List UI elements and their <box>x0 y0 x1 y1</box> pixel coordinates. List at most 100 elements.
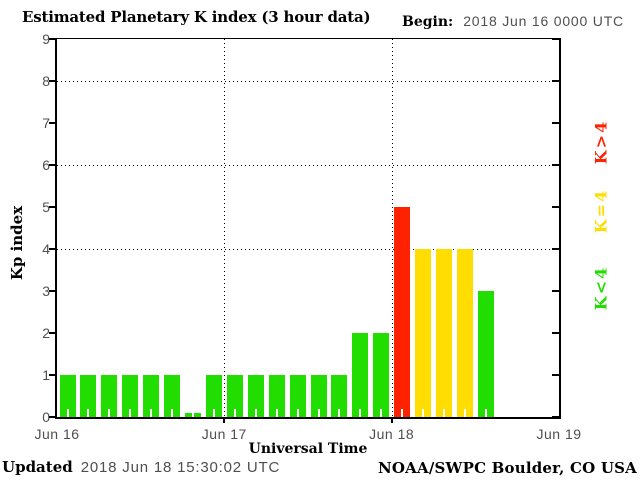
y-tick-left <box>49 248 56 250</box>
kp-bar-bin18-value-4 <box>436 249 452 417</box>
y-axis-title: Kp index <box>8 205 26 281</box>
dayline-jun18 <box>391 39 393 417</box>
kp-bar-bin13-value-1 <box>331 375 348 417</box>
bin-tick-notch <box>338 409 341 417</box>
kp-bar-bin16-value-5 <box>394 207 411 417</box>
kp-bar-bin8-value-1 <box>226 375 243 417</box>
y-tick-label-1: 1 <box>42 367 50 383</box>
y-tick-label-3: 3 <box>42 283 50 299</box>
kp-bar-bin5-value-1 <box>164 375 181 417</box>
y-tick-left <box>49 206 56 208</box>
kp-bar-bin1-value-1 <box>80 375 97 417</box>
x-day-tick <box>390 419 393 423</box>
kp-bar-bin20-value-3 <box>477 291 494 417</box>
kp-bar-bin14-value-2 <box>352 333 369 417</box>
kp-bar-bin6-value-0 <box>185 413 201 417</box>
bin-tick-notch <box>129 409 132 417</box>
x-tick-jun17: Jun 17 <box>201 426 247 442</box>
y-tick-left <box>49 290 56 292</box>
gridline-kp-8 <box>57 81 559 82</box>
y-tick-left <box>49 80 56 82</box>
x-axis-title: Universal Time <box>248 441 368 457</box>
y-tick-right <box>552 122 559 124</box>
kp-bar-bin19-value-4 <box>456 249 473 417</box>
y-axis-left <box>55 38 57 419</box>
y-tick-right <box>552 416 559 418</box>
y-tick-right <box>552 290 559 292</box>
y-tick-label-8: 8 <box>42 73 50 89</box>
kp-bar-bin4-value-1 <box>143 375 160 417</box>
bin-tick-notch <box>108 409 111 417</box>
y-tick-label-2: 2 <box>42 325 50 341</box>
bin-tick-notch <box>87 409 90 417</box>
y-tick-label-9: 9 <box>42 31 50 47</box>
y-tick-left <box>49 416 56 418</box>
begin-label: Begin: <box>402 14 454 30</box>
legend-k-gt-4: K>4 <box>591 119 611 165</box>
bin-tick-notch <box>254 409 257 417</box>
chart-title: Estimated Planetary K index (3 hour data… <box>22 8 371 26</box>
y-axis-right <box>559 38 561 419</box>
kp-bar-bin12-value-1 <box>310 375 327 417</box>
begin-datetime: 2018 Jun 16 0000 UTC <box>463 13 624 29</box>
y-tick-right <box>552 38 559 40</box>
bin-tick-notch <box>380 409 383 417</box>
y-tick-right <box>552 80 559 82</box>
gridline-kp-6 <box>57 165 559 166</box>
bin-tick-notch <box>359 409 362 417</box>
bin-tick-notch <box>484 409 487 417</box>
y-tick-label-4: 4 <box>42 241 50 257</box>
y-tick-label-0: 0 <box>42 409 50 425</box>
bin-tick-notch <box>192 413 194 417</box>
updated-datetime: 2018 Jun 18 15:30:02 UTC <box>80 459 281 476</box>
x-tick-jun18: Jun 18 <box>369 426 415 442</box>
x-axis <box>55 417 561 419</box>
credit-text: NOAA/SWPC Boulder, CO USA <box>377 459 637 477</box>
bin-tick-notch <box>463 409 466 417</box>
kp-bar-bin7-value-1 <box>205 375 222 417</box>
y-tick-left <box>49 374 56 376</box>
y-tick-label-5: 5 <box>42 199 50 215</box>
dayline-jun17 <box>224 39 226 417</box>
legend-k-lt-4: K<4 <box>591 265 611 311</box>
x-day-tick <box>223 419 226 423</box>
kp-bar-bin9-value-1 <box>247 375 264 417</box>
y-tick-label-7: 7 <box>42 115 50 131</box>
kp-bar-bin2-value-1 <box>101 375 118 417</box>
y-tick-right <box>552 206 559 208</box>
y-tick-left <box>49 122 56 124</box>
y-tick-right <box>552 248 559 250</box>
y-tick-left <box>49 332 56 334</box>
bin-tick-notch <box>443 409 445 417</box>
y-tick-left <box>49 38 56 40</box>
y-tick-right <box>552 332 559 334</box>
bin-tick-notch <box>171 409 174 417</box>
bin-tick-notch <box>275 409 278 417</box>
updated-row: Updated 2018 Jun 18 15:30:02 UTC <box>2 458 280 476</box>
y-tick-right <box>552 164 559 166</box>
bin-tick-notch <box>296 409 299 417</box>
bin-tick-notch <box>401 409 404 417</box>
kp-bar-bin15-value-2 <box>373 333 390 417</box>
kp-bar-bin10-value-1 <box>268 375 285 417</box>
gridline-kp-4 <box>57 249 559 250</box>
x-tick-jun19: Jun 19 <box>536 426 582 442</box>
begin-row: Begin: 2018 Jun 16 0000 UTC <box>402 13 624 30</box>
bin-tick-notch <box>317 409 320 417</box>
y-tick-left <box>49 164 56 166</box>
bin-tick-notch <box>422 409 425 417</box>
bin-tick-notch <box>233 409 236 417</box>
legend-k-eq-4: K=4 <box>591 188 611 234</box>
y-tick-label-6: 6 <box>42 157 50 173</box>
bin-tick-notch <box>150 409 153 417</box>
kp-bar-bin0-value-1 <box>59 375 76 417</box>
bin-tick-notch <box>212 409 215 417</box>
kp-bar-bin17-value-4 <box>415 249 432 417</box>
plot-border-top <box>55 38 561 39</box>
updated-label: Updated <box>2 458 73 476</box>
kp-bar-bin11-value-1 <box>289 375 306 417</box>
kp-bar-bin3-value-1 <box>122 375 139 417</box>
x-tick-jun16: Jun 16 <box>34 426 80 442</box>
y-tick-right <box>552 374 559 376</box>
